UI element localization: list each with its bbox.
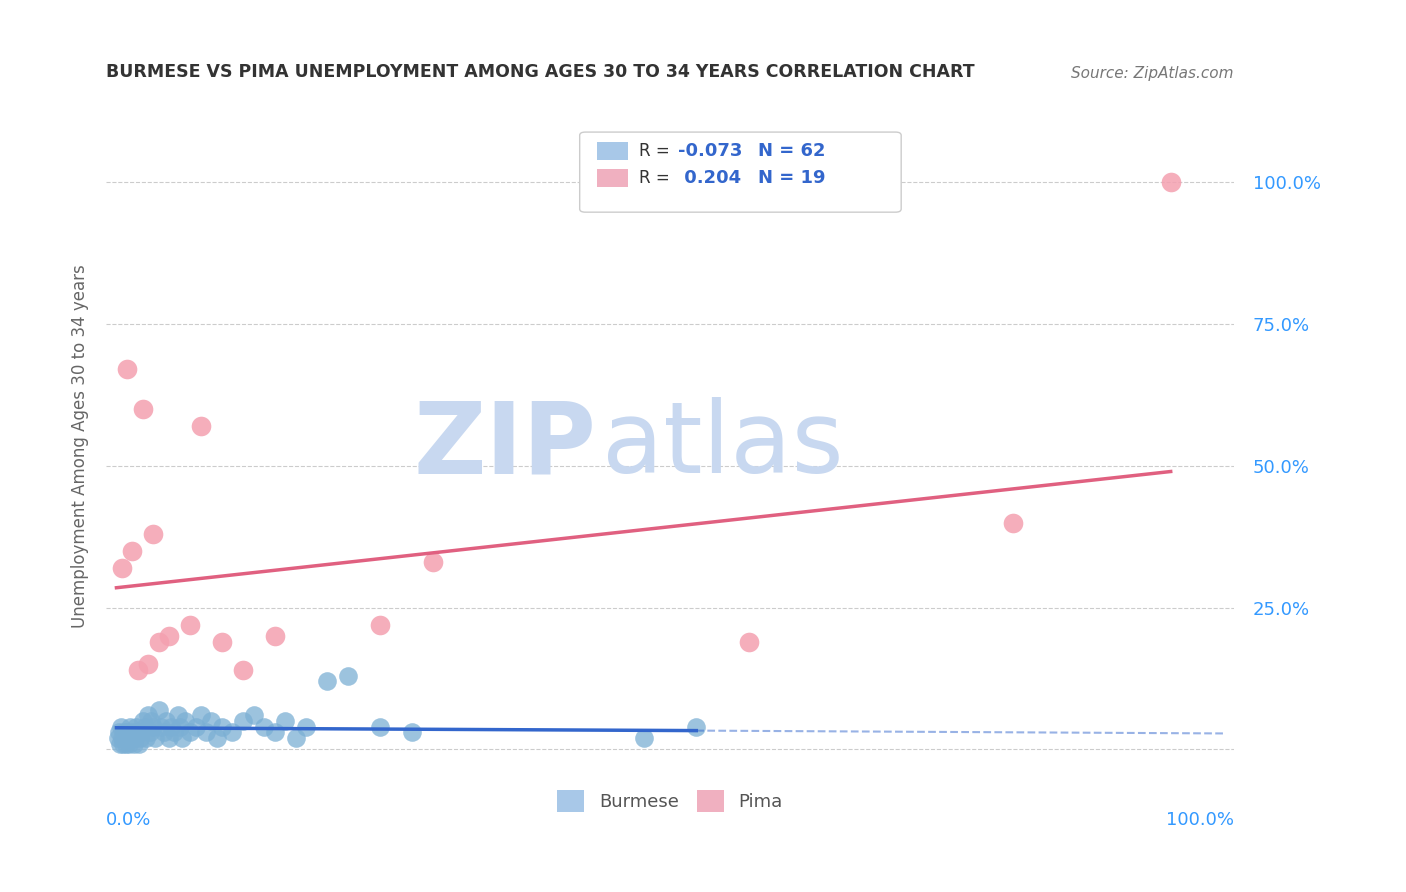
FancyBboxPatch shape	[579, 132, 901, 212]
Point	[295, 720, 318, 734]
Point	[132, 402, 155, 417]
Point	[115, 362, 138, 376]
Point	[253, 720, 276, 734]
Point	[127, 663, 149, 677]
Point	[121, 731, 143, 745]
Point	[108, 737, 131, 751]
Point	[107, 725, 129, 739]
Legend: Burmese, Pima: Burmese, Pima	[548, 781, 792, 822]
Point	[141, 714, 163, 728]
Point	[232, 663, 254, 677]
Point	[337, 668, 360, 682]
Point	[316, 674, 339, 689]
Point	[142, 720, 165, 734]
Point	[111, 737, 134, 751]
Text: R =: R =	[640, 142, 675, 160]
Point	[148, 634, 170, 648]
Point	[157, 629, 180, 643]
Point	[118, 737, 141, 751]
Point	[132, 714, 155, 728]
Text: 0.0%: 0.0%	[105, 811, 152, 830]
Point	[125, 720, 148, 734]
Point	[149, 720, 172, 734]
Text: atlas: atlas	[602, 398, 844, 494]
Point	[166, 708, 188, 723]
Point	[136, 657, 159, 672]
Point	[157, 731, 180, 745]
Point	[738, 634, 761, 648]
Text: Source: ZipAtlas.com: Source: ZipAtlas.com	[1071, 66, 1234, 81]
Point	[242, 708, 264, 723]
Point	[122, 725, 145, 739]
Point	[263, 629, 285, 643]
Point	[284, 731, 307, 745]
Point	[114, 731, 136, 745]
Text: ZIP: ZIP	[413, 398, 596, 494]
Point	[153, 725, 176, 739]
Point	[124, 737, 146, 751]
Point	[148, 703, 170, 717]
Text: BURMESE VS PIMA UNEMPLOYMENT AMONG AGES 30 TO 34 YEARS CORRELATION CHART: BURMESE VS PIMA UNEMPLOYMENT AMONG AGES …	[105, 62, 974, 81]
Point	[200, 714, 222, 728]
Point	[117, 725, 139, 739]
Point	[170, 731, 193, 745]
Point	[115, 731, 138, 745]
Point	[115, 737, 138, 751]
Point	[124, 731, 146, 745]
Point	[195, 725, 218, 739]
Point	[633, 731, 655, 745]
Point	[135, 731, 157, 745]
Text: R =: R =	[640, 169, 675, 186]
Point	[232, 714, 254, 728]
Point	[128, 731, 150, 745]
Point	[128, 737, 150, 751]
Point	[368, 720, 391, 734]
Point	[368, 617, 391, 632]
Point	[121, 544, 143, 558]
Point	[139, 725, 162, 739]
Text: N = 19: N = 19	[758, 169, 825, 186]
Point	[145, 731, 167, 745]
Point	[163, 725, 186, 739]
Point	[190, 419, 212, 434]
Point	[174, 714, 197, 728]
Point	[112, 725, 135, 739]
Text: -0.073: -0.073	[678, 142, 742, 160]
Point	[136, 708, 159, 723]
Point	[107, 731, 129, 745]
Point	[211, 720, 233, 734]
Point	[142, 527, 165, 541]
Point	[422, 555, 444, 569]
Point	[179, 617, 201, 632]
FancyBboxPatch shape	[596, 169, 628, 186]
Point	[184, 720, 207, 734]
Point	[1160, 175, 1182, 189]
Point	[111, 561, 134, 575]
Point	[211, 634, 233, 648]
Point	[120, 720, 142, 734]
Point	[685, 720, 707, 734]
Point	[401, 725, 423, 739]
Point	[179, 725, 201, 739]
Point	[221, 725, 243, 739]
FancyBboxPatch shape	[596, 142, 628, 160]
Point	[111, 731, 134, 745]
Point	[190, 708, 212, 723]
Text: N = 62: N = 62	[758, 142, 825, 160]
Point	[1001, 516, 1024, 530]
Point	[205, 731, 228, 745]
Point	[263, 725, 285, 739]
Text: 100.0%: 100.0%	[1166, 811, 1234, 830]
Point	[160, 720, 183, 734]
Point	[134, 720, 156, 734]
Point	[110, 720, 132, 734]
Point	[129, 725, 152, 739]
Point	[155, 714, 177, 728]
Point	[169, 720, 191, 734]
Point	[274, 714, 297, 728]
Y-axis label: Unemployment Among Ages 30 to 34 years: Unemployment Among Ages 30 to 34 years	[72, 264, 89, 628]
Point	[127, 725, 149, 739]
Text: 0.204: 0.204	[678, 169, 741, 186]
